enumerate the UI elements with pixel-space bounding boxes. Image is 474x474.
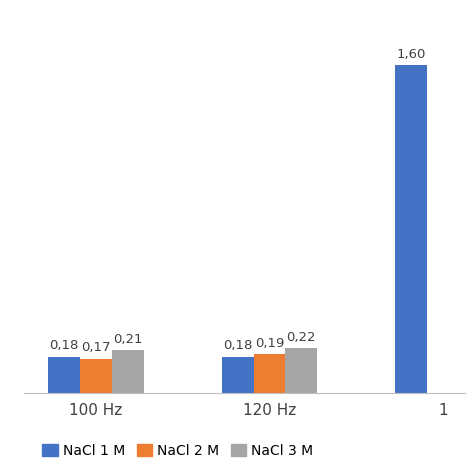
Bar <box>285 348 317 393</box>
Text: 0,18: 0,18 <box>223 339 252 353</box>
Bar <box>222 356 254 393</box>
Bar <box>48 356 80 393</box>
Bar <box>80 358 112 393</box>
Text: 0,22: 0,22 <box>286 331 316 344</box>
Bar <box>112 350 144 393</box>
Bar <box>254 355 285 393</box>
Legend: NaCl 1 M, NaCl 2 M, NaCl 3 M: NaCl 1 M, NaCl 2 M, NaCl 3 M <box>37 438 319 464</box>
Text: 0,18: 0,18 <box>49 339 79 353</box>
Text: 0,17: 0,17 <box>81 341 111 355</box>
Text: 1,60: 1,60 <box>396 48 426 61</box>
Text: 0,21: 0,21 <box>113 333 143 346</box>
Text: 0,19: 0,19 <box>255 337 284 350</box>
Bar <box>395 65 427 393</box>
